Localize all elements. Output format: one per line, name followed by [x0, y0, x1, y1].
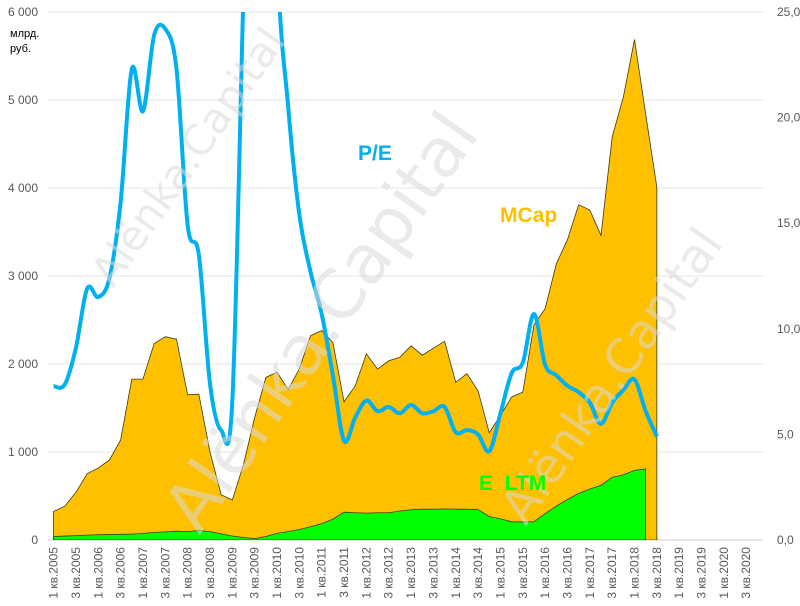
x-tick-label: 3 кв.2011: [337, 547, 351, 598]
x-tick-label: 1 кв.2010: [270, 547, 284, 599]
x-tick-label: 1 кв.2017: [583, 547, 597, 599]
x-tick-label: 3 кв.2006: [114, 547, 128, 599]
x-tick-label: 1 кв.2018: [628, 547, 642, 599]
x-tick-label: 3 кв.2008: [203, 547, 217, 599]
x-tick-label: 3 кв.2013: [426, 547, 440, 599]
x-tick-label: 3 кв.2019: [695, 547, 709, 599]
y-axis-unit-label: млрд. руб.: [10, 28, 39, 55]
area-series: [53, 39, 658, 540]
x-tick-label: 1 кв.2006: [91, 547, 105, 599]
line-pe: [53, 12, 659, 454]
x-axis: 1 кв.2005 3 кв.2005 1 кв.2006 3 кв.2006 1 кв…: [47, 547, 754, 599]
x-tick-label: 1 кв.2019: [672, 547, 686, 599]
x-tick-label: 1 кв.2008: [181, 547, 195, 599]
x-tick-label: 1 кв.2012: [359, 547, 373, 599]
x-tick-label: 3 кв.2005: [69, 547, 83, 599]
x-tick-label: 3 кв.2016: [560, 547, 574, 599]
y-right-tick-label: 20,0: [777, 111, 800, 125]
x-tick-label: 1 кв.2020: [717, 547, 731, 599]
x-tick-label: 3 кв.2014: [471, 547, 485, 599]
area-e-ltm: [53, 468, 647, 540]
x-tick-label: 1 кв.2016: [538, 547, 552, 599]
y-left-tick-label: 0: [31, 533, 38, 547]
eltm-series-label: E LTM: [479, 472, 546, 495]
y-axis-left: 0 1 000 2 000 3 000 4 000 5 000 6 000: [8, 5, 38, 547]
y-left-tick-label: 6 000: [8, 5, 38, 19]
y-left-tick-label: 5 000: [8, 93, 38, 107]
x-tick-label: 1 кв.2013: [404, 547, 418, 599]
watermark: Alënka.Capital: [81, 19, 295, 295]
x-tick-label: 3 кв.2018: [650, 547, 664, 599]
x-tick-label: 1 кв.2015: [493, 547, 507, 599]
x-tick-label: 1 кв.2005: [47, 547, 61, 599]
x-tick-label: 1 кв.2011: [315, 547, 329, 598]
x-tick-label: 3 кв.2009: [248, 547, 262, 599]
pe-series-label: P/E: [358, 142, 392, 165]
x-tick-label: 3 кв.2012: [382, 547, 396, 599]
mcap-series-label: MCap: [500, 204, 557, 227]
y-left-tick-label: 4 000: [8, 181, 38, 195]
y-left-tick-label: 2 000: [8, 357, 38, 371]
y-right-tick-label: 15,0: [777, 216, 800, 230]
x-tick-label: 1 кв.2009: [225, 547, 239, 599]
x-tick-label: 3 кв.2007: [158, 547, 172, 599]
x-tick-label: 3 кв.2010: [292, 547, 306, 599]
x-tick-label: 1 кв.2014: [449, 547, 463, 599]
y-right-tick-label: 10,0: [777, 322, 800, 336]
y-left-tick-label: 3 000: [8, 269, 38, 283]
y-left-tick-label: 1 000: [8, 445, 38, 459]
x-tick-label: 1 кв.2007: [136, 547, 150, 599]
x-tick-label: 3 кв.2017: [605, 547, 619, 599]
y-right-tick-label: 0,0: [777, 533, 794, 547]
line-series: [53, 12, 659, 454]
x-tick-label: 3 кв.2015: [516, 547, 530, 599]
x-tick-label: 3 кв.2020: [739, 547, 753, 599]
y-right-tick-label: 25,0: [777, 5, 800, 19]
y-right-tick-label: 5,0: [777, 427, 794, 441]
area-mcap: [53, 39, 658, 540]
y-axis-right: 0,0 5,0 10,0 15,0 20,0 25,0: [777, 5, 800, 547]
